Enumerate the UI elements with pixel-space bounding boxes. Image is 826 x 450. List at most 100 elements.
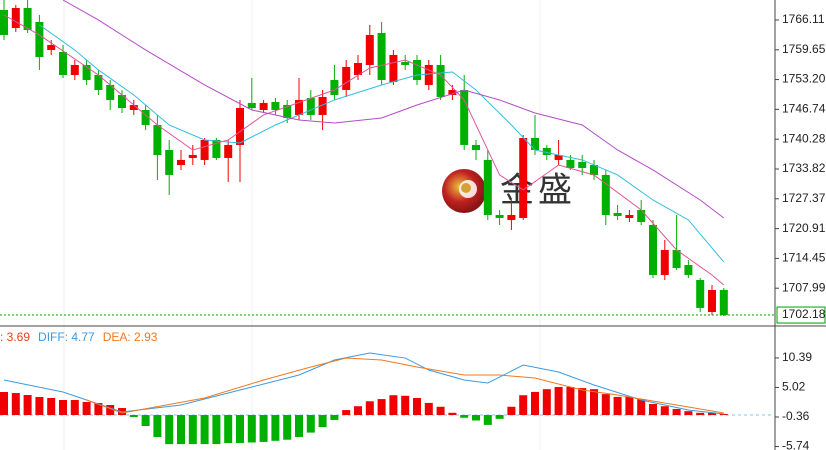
line-series bbox=[86, 357, 724, 414]
macd-bar bbox=[82, 401, 91, 416]
macd-bar bbox=[354, 406, 362, 416]
candle-body bbox=[389, 54, 398, 82]
candle-body bbox=[613, 212, 622, 216]
candle-body bbox=[0, 9, 8, 35]
y-tick-label: 1766.11 bbox=[782, 12, 825, 26]
macd-bar bbox=[377, 399, 386, 416]
candle-body bbox=[696, 280, 705, 308]
macd-bar bbox=[672, 408, 681, 416]
candle-body bbox=[188, 154, 197, 158]
candle-body bbox=[247, 102, 256, 108]
macd-bar bbox=[660, 406, 669, 416]
macd-bar bbox=[708, 412, 716, 416]
candle-body bbox=[129, 104, 138, 110]
candle-body bbox=[283, 104, 292, 118]
candle-body bbox=[495, 214, 504, 218]
macd-bar bbox=[35, 396, 44, 416]
watermark-char: 金 bbox=[500, 171, 534, 211]
candle-body bbox=[82, 64, 91, 80]
candle-body bbox=[271, 101, 280, 110]
legend-label: DEA: 2.93 bbox=[103, 330, 158, 344]
candle-body bbox=[472, 144, 480, 150]
macd-bar bbox=[200, 415, 209, 445]
last-price-box bbox=[776, 306, 826, 324]
macd-bar bbox=[259, 415, 268, 442]
macd-bar bbox=[23, 395, 32, 416]
candle-body bbox=[578, 161, 587, 168]
macd-bar bbox=[106, 405, 115, 416]
candle-body bbox=[684, 265, 693, 275]
candle-body bbox=[377, 32, 386, 80]
candle-body bbox=[118, 94, 126, 108]
macd-bar bbox=[649, 404, 657, 416]
line-series bbox=[39, 24, 725, 263]
y-tick-label: 1733.82 bbox=[782, 161, 826, 175]
candle-body bbox=[601, 174, 610, 215]
candle-body bbox=[35, 21, 44, 57]
macd-bar bbox=[448, 412, 457, 416]
macd-bar bbox=[507, 406, 516, 416]
y-tick-label: 1753.20 bbox=[782, 72, 826, 86]
candle-body bbox=[224, 144, 233, 158]
candle-body bbox=[342, 66, 351, 90]
macd-bar bbox=[295, 415, 303, 437]
candle-body bbox=[318, 96, 327, 115]
legend-label: : 3.69 bbox=[0, 330, 30, 344]
macd-bar bbox=[401, 395, 410, 416]
macd-bar bbox=[483, 415, 492, 425]
macd-bar bbox=[495, 415, 504, 419]
macd-bar bbox=[224, 415, 233, 444]
macd-bar bbox=[684, 411, 693, 416]
y-tick-label: 1720.91 bbox=[782, 221, 826, 235]
y-tick-label: 1714.45 bbox=[782, 251, 826, 265]
candle-body bbox=[47, 44, 56, 50]
macd-bar bbox=[542, 389, 551, 416]
macd-bar bbox=[236, 415, 244, 444]
candle-body bbox=[649, 224, 657, 275]
y-tick-label: 1759.65 bbox=[782, 42, 826, 56]
candle-body bbox=[295, 99, 303, 115]
candle-body bbox=[708, 289, 716, 312]
candle-body bbox=[354, 62, 362, 75]
candle-body bbox=[590, 164, 598, 175]
macd-panel bbox=[0, 352, 728, 445]
candle-body bbox=[141, 109, 150, 125]
candle-body bbox=[365, 34, 374, 65]
macd-bar bbox=[578, 388, 587, 416]
y-tick-label: 5.02 bbox=[782, 380, 806, 394]
macd-bar bbox=[271, 415, 280, 441]
macd-bar bbox=[342, 410, 351, 416]
macd-bar bbox=[613, 396, 622, 416]
candle-body bbox=[401, 61, 410, 65]
macd-bar bbox=[590, 389, 598, 416]
line-series bbox=[3, 352, 724, 415]
candle-body bbox=[330, 79, 339, 95]
macd-bar bbox=[436, 406, 445, 416]
candle-body bbox=[153, 124, 162, 155]
macd-bar bbox=[141, 415, 150, 426]
macd-bar bbox=[637, 399, 646, 416]
candle-body bbox=[507, 214, 516, 220]
candle-body bbox=[460, 89, 469, 145]
macd-bar bbox=[129, 415, 138, 417]
macd-bar bbox=[188, 415, 197, 445]
macd-bar bbox=[365, 401, 374, 416]
macd-bar bbox=[0, 391, 8, 416]
candle-body bbox=[413, 59, 421, 80]
macd-bar bbox=[177, 415, 185, 445]
gridlines bbox=[63, 0, 541, 450]
macd-bar bbox=[554, 386, 563, 416]
candle-body bbox=[554, 154, 563, 160]
macd-bar bbox=[11, 393, 20, 416]
y-tick-label: -0.36 bbox=[782, 409, 810, 423]
macd-bar bbox=[696, 412, 705, 416]
y-tick-label: 1707.99 bbox=[782, 280, 826, 294]
candle-body bbox=[625, 214, 634, 218]
macd-bar bbox=[460, 415, 469, 418]
candle-body bbox=[637, 209, 646, 222]
y-tick-label: 1746.74 bbox=[782, 102, 826, 116]
macd-bar bbox=[519, 395, 528, 416]
y-tick-label: -5.74 bbox=[782, 439, 810, 450]
macd-bar bbox=[283, 415, 292, 440]
